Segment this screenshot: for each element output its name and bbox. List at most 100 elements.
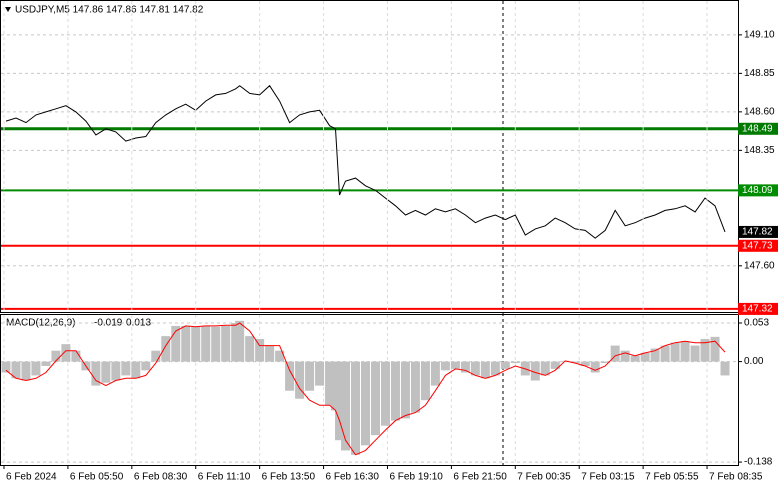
histogram-bar: [640, 352, 650, 362]
histogram-bar: [91, 361, 101, 386]
histogram-bar: [101, 361, 111, 383]
signal-value: 0.013: [126, 318, 151, 329]
x-tick-label: 6 Feb 21:50: [453, 472, 507, 483]
histogram-bar: [211, 326, 221, 362]
histogram-bar: [131, 361, 141, 379]
y-tick-label: 149.10: [744, 30, 775, 41]
histogram-bar: [335, 361, 345, 441]
histogram-bar: [470, 361, 480, 376]
histogram-bar: [630, 355, 640, 362]
x-tick-label: 6 Feb 2024: [6, 472, 57, 483]
x-tick-label: 7 Feb 05:55: [645, 472, 699, 483]
histogram-bar: [201, 325, 211, 362]
last-price-bg: [738, 225, 778, 238]
y-tick-label: 0.053: [744, 318, 769, 329]
signal-line: [5, 322, 726, 456]
histogram-bar: [420, 361, 430, 401]
x-tick-label: 6 Feb 13:50: [262, 472, 316, 483]
x-tick-label: 6 Feb 05:50: [70, 472, 124, 483]
x-tick-label: 6 Feb 11:10: [198, 472, 251, 483]
level-label-bg: [738, 239, 778, 252]
histogram-bar: [390, 361, 400, 421]
histogram-bar: [325, 361, 335, 406]
histogram-bar: [41, 361, 51, 366]
level-label: 148.09: [742, 185, 773, 196]
histogram-bar: [71, 350, 81, 362]
price-line: [5, 84, 726, 239]
x-tick-label: 6 Feb 16:30: [326, 472, 380, 483]
histogram-bar: [255, 339, 265, 362]
histogram-bar: [265, 345, 275, 362]
histogram-bar: [550, 361, 560, 369]
histogram-bar: [245, 336, 255, 362]
x-tick-label: 6 Feb 19:10: [389, 472, 443, 483]
histogram-bar: [31, 361, 41, 376]
x-tick-label: 7 Feb 03:15: [581, 472, 635, 483]
histogram-bar: [235, 320, 245, 362]
histogram-bar: [341, 361, 351, 451]
histogram-bar: [51, 350, 61, 362]
histogram-bar: [680, 341, 690, 362]
histogram-bar: [305, 361, 315, 391]
histogram-bar: [285, 361, 295, 391]
histogram-bar: [191, 326, 201, 362]
histogram-bar: [530, 361, 540, 381]
histogram-bar: [500, 361, 510, 369]
histogram-bar: [221, 325, 231, 362]
x-tick-label: 7 Feb 00:35: [517, 472, 571, 483]
histogram-bar: [700, 339, 710, 362]
last-price-label: 147.82: [742, 227, 773, 238]
histogram-bar: [540, 361, 550, 376]
y-tick-label: 147.60: [744, 260, 775, 271]
histogram-bar: [295, 361, 305, 399]
level-label: 147.32: [742, 304, 773, 315]
macd-pane: [0, 314, 739, 466]
histogram-bar: [580, 361, 590, 366]
histogram-bar: [720, 361, 730, 376]
x-tick-label: 7 Feb 08:35: [709, 472, 763, 483]
histogram-bar: [275, 350, 285, 362]
price-pane: [0, 0, 739, 313]
histogram-bar: [660, 345, 670, 362]
level-label: 147.73: [742, 240, 773, 251]
symbol-header: USDJPY,M5 147.86 147.86 147.81 147.82: [15, 5, 204, 16]
histogram-bar: [480, 361, 490, 379]
histogram-bar: [400, 361, 410, 419]
histogram-bar: [361, 361, 371, 446]
histogram-bar: [510, 361, 520, 364]
level-label-bg: [738, 302, 778, 315]
histogram-bar: [111, 361, 121, 381]
histogram-bar: [181, 325, 191, 362]
histogram-bar: [1, 361, 11, 373]
histogram-bar: [690, 345, 700, 362]
macd-header: MACD(12,26,9): [6, 318, 75, 329]
histogram-bar: [600, 361, 610, 364]
macd-value: -0.019: [94, 318, 123, 329]
level-label-bg: [738, 184, 778, 197]
histogram-bar: [430, 361, 440, 386]
histogram-bar: [141, 361, 151, 371]
histogram-bar: [410, 361, 420, 413]
histogram-bar: [121, 361, 131, 376]
y-tick-label: 148.85: [744, 68, 775, 79]
level-label-bg: [738, 122, 778, 135]
histogram-bar: [351, 361, 361, 455]
histogram-bar: [620, 350, 630, 362]
histogram-bar: [380, 361, 390, 426]
histogram-bar: [171, 325, 181, 362]
histogram-bar: [460, 361, 470, 373]
y-tick-label: 148.35: [744, 145, 775, 156]
histogram-bar: [11, 361, 21, 379]
histogram-bar: [21, 361, 31, 381]
histogram-bar: [490, 361, 500, 376]
y-tick-label: 0.00: [744, 356, 764, 367]
histogram-bar: [440, 361, 450, 371]
histogram-bar: [670, 342, 680, 362]
y-tick-label: -0.138: [744, 457, 773, 468]
histogram-bar: [710, 336, 720, 362]
histogram-bar: [610, 345, 620, 362]
menu-arrow: [5, 7, 11, 12]
histogram-bar: [151, 350, 161, 362]
